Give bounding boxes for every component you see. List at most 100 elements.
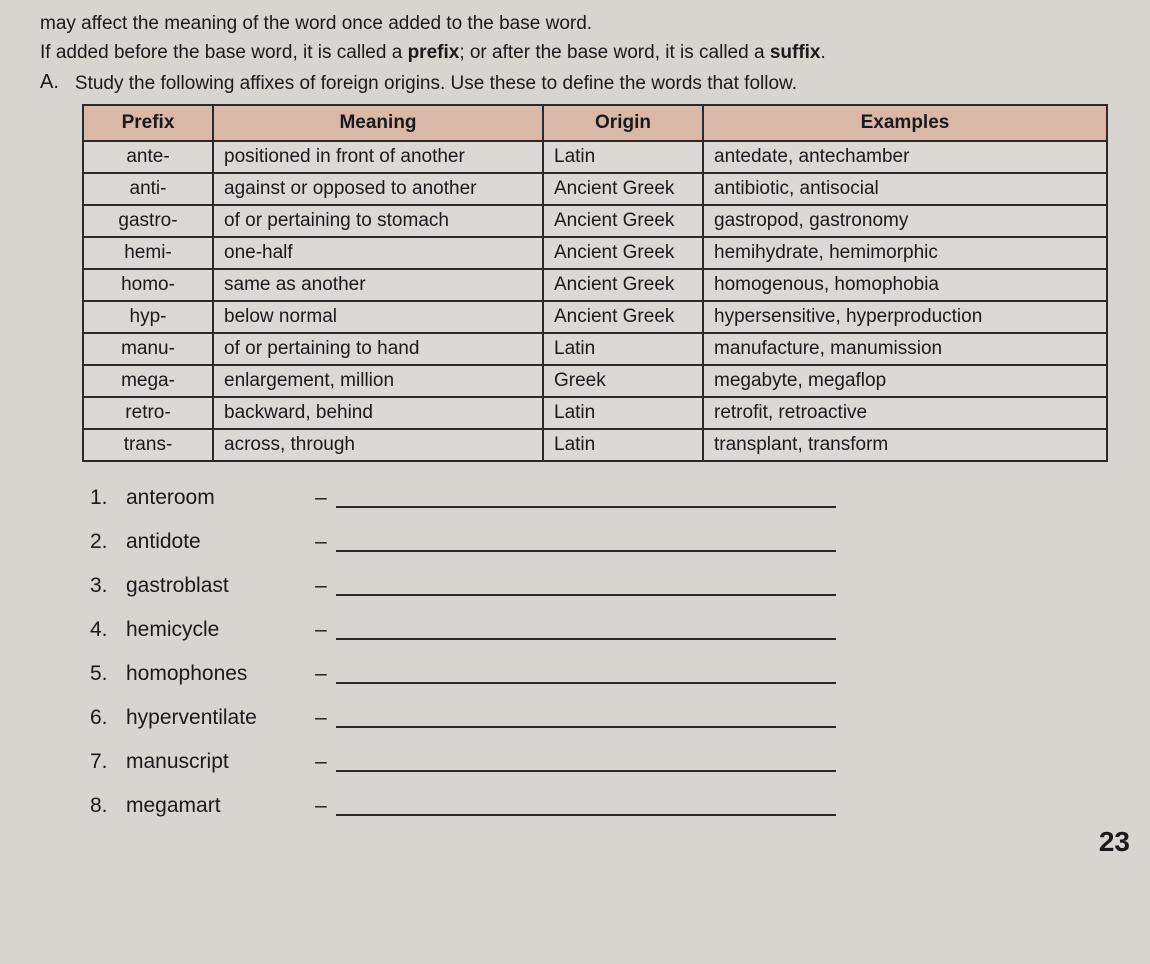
vocab-word: gastroblast — [126, 574, 306, 598]
vocab-answer-line — [336, 752, 836, 772]
vocab-answer-line — [336, 664, 836, 684]
vocab-number: 2. — [90, 530, 126, 554]
cell-origin: Ancient Greek — [543, 173, 703, 205]
table-row: hyp-below normalAncient Greekhypersensit… — [83, 301, 1107, 333]
worksheet-page: may affect the meaning of the word once … — [0, 0, 1150, 848]
vocab-item: 3.gastroblast– — [90, 574, 1110, 598]
table-row: ante-positioned in front of anotherLatin… — [83, 141, 1107, 173]
vocab-item: 4.hemicycle– — [90, 618, 1110, 642]
cell-origin: Latin — [543, 333, 703, 365]
vocab-word: anteroom — [126, 486, 306, 510]
intro-paragraph: may affect the meaning of the word once … — [30, 10, 1110, 67]
table-row: retro-backward, behindLatinretrofit, ret… — [83, 397, 1107, 429]
cell-examples: gastropod, gastronomy — [703, 205, 1107, 237]
cell-prefix: gastro- — [83, 205, 213, 237]
cell-origin: Ancient Greek — [543, 301, 703, 333]
vocab-number: 8. — [90, 794, 126, 818]
table-row: manu-of or pertaining to handLatinmanufa… — [83, 333, 1107, 365]
cell-meaning: below normal — [213, 301, 543, 333]
cell-origin: Greek — [543, 365, 703, 397]
vocab-dash: – — [306, 574, 336, 598]
vocab-item: 1.anteroom– — [90, 486, 1110, 510]
cell-prefix: trans- — [83, 429, 213, 461]
intro-line1: may affect the meaning of the word once … — [40, 13, 592, 34]
cell-origin: Ancient Greek — [543, 269, 703, 301]
vocab-word: antidote — [126, 530, 306, 554]
table-row: gastro-of or pertaining to stomachAncien… — [83, 205, 1107, 237]
cell-examples: homogenous, homophobia — [703, 269, 1107, 301]
vocab-number: 6. — [90, 706, 126, 730]
vocab-number: 7. — [90, 750, 126, 774]
cell-prefix: mega- — [83, 365, 213, 397]
vocab-word: hyperventilate — [126, 706, 306, 730]
vocab-item: 6.hyperventilate– — [90, 706, 1110, 730]
header-prefix: Prefix — [83, 105, 213, 141]
cell-examples: hemihydrate, hemimorphic — [703, 237, 1107, 269]
vocab-item: 2.antidote– — [90, 530, 1110, 554]
vocab-item: 8.megamart– — [90, 794, 1110, 818]
cell-meaning: against or opposed to another — [213, 173, 543, 205]
header-examples: Examples — [703, 105, 1107, 141]
cell-meaning: one-half — [213, 237, 543, 269]
prefix-table: Prefix Meaning Origin Examples ante-posi… — [82, 104, 1108, 462]
cell-prefix: hyp- — [83, 301, 213, 333]
header-meaning: Meaning — [213, 105, 543, 141]
cell-examples: manufacture, manumission — [703, 333, 1107, 365]
cell-meaning: same as another — [213, 269, 543, 301]
vocab-word: megamart — [126, 794, 306, 818]
page-number: 23 — [1099, 826, 1130, 858]
cell-origin: Ancient Greek — [543, 205, 703, 237]
vocab-dash: – — [306, 662, 336, 686]
vocab-number: 5. — [90, 662, 126, 686]
vocab-dash: – — [306, 706, 336, 730]
instruction-row: A. Study the following affixes of foreig… — [30, 71, 1110, 98]
vocab-item: 7.manuscript– — [90, 750, 1110, 774]
cell-meaning: across, through — [213, 429, 543, 461]
cell-origin: Latin — [543, 397, 703, 429]
cell-meaning: of or pertaining to hand — [213, 333, 543, 365]
vocab-dash: – — [306, 530, 336, 554]
header-origin: Origin — [543, 105, 703, 141]
cell-meaning: positioned in front of another — [213, 141, 543, 173]
cell-examples: hypersensitive, hyperproduction — [703, 301, 1107, 333]
cell-prefix: manu- — [83, 333, 213, 365]
vocab-number: 1. — [90, 486, 126, 510]
cell-prefix: ante- — [83, 141, 213, 173]
vocab-answer-line — [336, 620, 836, 640]
table-row: homo-same as anotherAncient Greekhomogen… — [83, 269, 1107, 301]
intro-line2-a: If added before the base word, it is cal… — [40, 42, 408, 63]
instruction-text: Study the following affixes of foreign o… — [75, 71, 797, 98]
section-letter: A. — [40, 71, 59, 94]
vocab-list: 1.anteroom–2.antidote–3.gastroblast–4.he… — [30, 486, 1110, 818]
cell-meaning: enlargement, million — [213, 365, 543, 397]
cell-origin: Latin — [543, 141, 703, 173]
intro-prefix-bold: prefix — [408, 42, 460, 63]
table-row: mega-enlargement, millionGreekmegabyte, … — [83, 365, 1107, 397]
cell-prefix: homo- — [83, 269, 213, 301]
cell-examples: antibiotic, antisocial — [703, 173, 1107, 205]
cell-origin: Ancient Greek — [543, 237, 703, 269]
vocab-item: 5.homophones– — [90, 662, 1110, 686]
vocab-dash: – — [306, 750, 336, 774]
table-header-row: Prefix Meaning Origin Examples — [83, 105, 1107, 141]
vocab-word: manuscript — [126, 750, 306, 774]
cell-meaning: backward, behind — [213, 397, 543, 429]
intro-line2-c: . — [821, 42, 826, 63]
cell-prefix: retro- — [83, 397, 213, 429]
intro-line2-b: ; or after the base word, it is called a — [459, 42, 770, 63]
cell-examples: antedate, antechamber — [703, 141, 1107, 173]
vocab-word: homophones — [126, 662, 306, 686]
vocab-dash: – — [306, 486, 336, 510]
table-row: hemi-one-halfAncient Greekhemihydrate, h… — [83, 237, 1107, 269]
vocab-number: 3. — [90, 574, 126, 598]
vocab-answer-line — [336, 488, 836, 508]
table-row: trans-across, throughLatintransplant, tr… — [83, 429, 1107, 461]
vocab-word: hemicycle — [126, 618, 306, 642]
vocab-dash: – — [306, 794, 336, 818]
vocab-answer-line — [336, 532, 836, 552]
intro-suffix-bold: suffix — [770, 42, 821, 63]
cell-examples: megabyte, megaflop — [703, 365, 1107, 397]
table-row: anti-against or opposed to anotherAncien… — [83, 173, 1107, 205]
table-body: ante-positioned in front of anotherLatin… — [83, 141, 1107, 461]
vocab-answer-line — [336, 708, 836, 728]
